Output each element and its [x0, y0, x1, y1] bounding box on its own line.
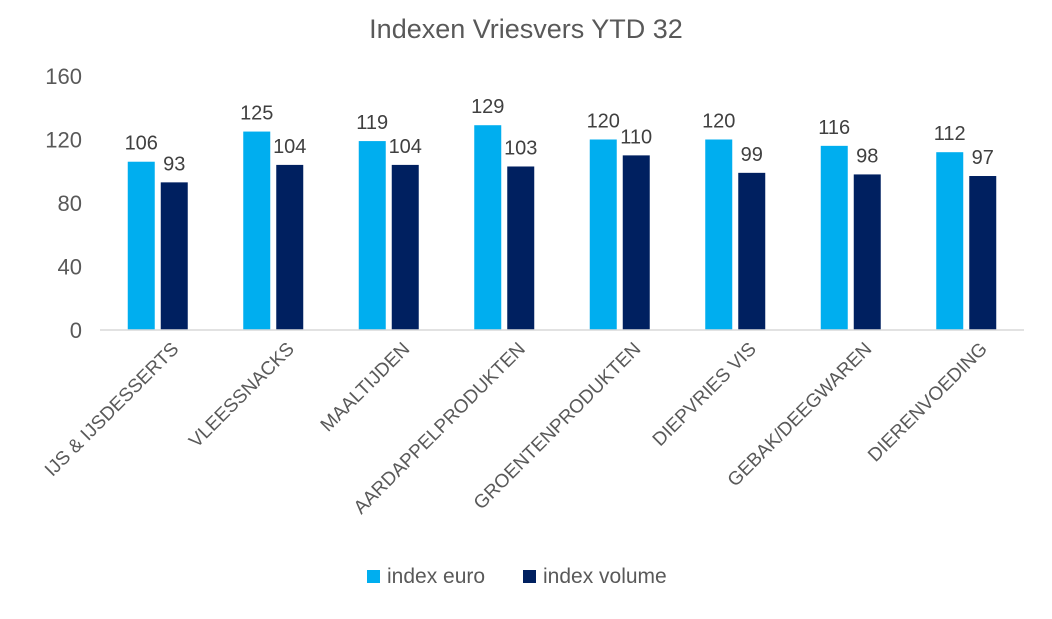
bar-index-euro — [127, 161, 155, 330]
bars — [127, 125, 997, 331]
y-tick-label: 160 — [45, 64, 82, 89]
bar-index-euro — [474, 125, 502, 331]
data-label: 98 — [856, 145, 878, 167]
data-label: 104 — [389, 136, 422, 158]
y-tick-label: 80 — [58, 191, 82, 216]
legend-swatch — [367, 570, 380, 583]
bar-index-volume — [622, 155, 650, 330]
data-label: 112 — [934, 123, 966, 145]
data-label: 103 — [504, 137, 537, 159]
data-labels: 1069312510411910412910312011012099116981… — [125, 96, 994, 175]
x-tick-label: IJS & IJSDESSERTS — [41, 339, 183, 481]
data-label: 106 — [125, 133, 158, 155]
data-label: 99 — [741, 144, 763, 166]
y-axis: 0 40 80 120 160 — [45, 64, 82, 343]
bar-index-volume — [160, 182, 188, 330]
bar-index-volume — [507, 166, 535, 330]
legend-label: index euro — [387, 565, 485, 588]
legend: index euro index volume — [367, 565, 667, 588]
legend-swatch — [523, 570, 536, 583]
data-label: 110 — [620, 126, 652, 148]
bar-index-euro — [705, 139, 733, 330]
data-label: 119 — [356, 112, 388, 134]
x-tick-label: MAALTIJDEN — [317, 339, 414, 436]
chart-title: Indexen Vriesvers YTD 32 — [369, 14, 683, 44]
data-label: 116 — [818, 117, 850, 139]
bar-index-volume — [391, 164, 419, 330]
data-label: 120 — [587, 111, 620, 133]
data-label: 93 — [163, 153, 185, 175]
bar-index-euro — [589, 139, 617, 330]
y-tick-label: 120 — [45, 128, 82, 153]
x-tick-label: DIEPVRIES VIS — [649, 339, 761, 451]
bar-index-volume — [738, 172, 766, 330]
bar-index-volume — [853, 174, 881, 330]
data-label: 97 — [972, 147, 994, 169]
x-axis: IJS & IJSDESSERTS VLEESSNACKS MAALTIJDENAA… — [41, 329, 1024, 519]
x-tick-label: DIERENVOEDING — [864, 339, 992, 467]
data-label: 129 — [471, 96, 504, 118]
bar-index-euro — [243, 131, 271, 330]
bar-index-euro — [936, 152, 964, 330]
bar-index-volume — [276, 164, 304, 330]
bar-index-euro — [820, 145, 848, 330]
data-label: 104 — [273, 136, 306, 158]
y-tick-label: 0 — [70, 318, 82, 343]
data-label: 120 — [702, 111, 735, 133]
data-label: 125 — [240, 103, 273, 125]
x-tick-label: VLEESSNACKS — [185, 339, 298, 452]
bar-index-volume — [969, 176, 997, 330]
legend-label: index volume — [543, 565, 667, 588]
bar-index-euro — [358, 141, 386, 330]
y-tick-label: 40 — [58, 255, 82, 280]
